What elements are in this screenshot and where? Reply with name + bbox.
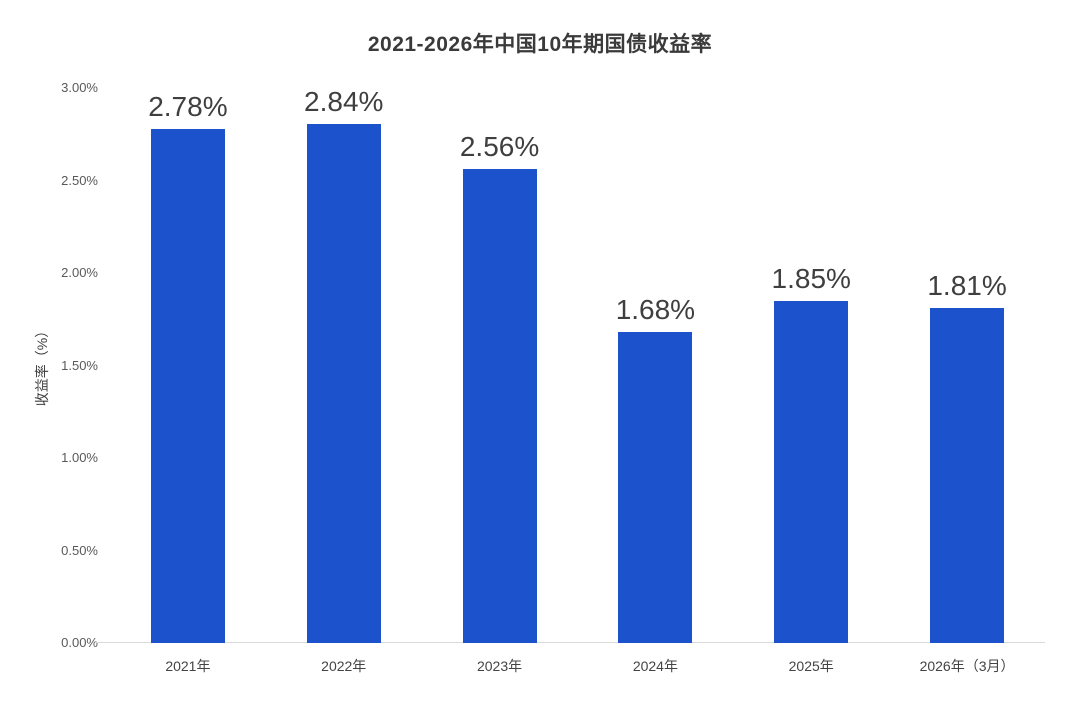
bar[interactable] (930, 308, 1005, 643)
y-tick-label: 0.00% (61, 635, 98, 650)
x-tick-label: 2026年（3月） (919, 658, 1015, 674)
bar[interactable] (306, 124, 381, 643)
bar[interactable] (462, 169, 537, 643)
chart-title: 2021-2026年中国10年期国债收益率 (367, 33, 713, 56)
bar[interactable] (618, 332, 693, 643)
y-tick-label: 0.50% (61, 542, 98, 558)
plot-area: 2.78% 2021年 2.84% 2022年 2.56% 2023年 1.68% 2024年… (96, 86, 1045, 675)
y-tick-label: 1.00% (61, 450, 98, 465)
y-tick-label: 3.00% (61, 80, 98, 95)
bar-column: 1.68% 2024年 (577, 88, 733, 674)
bar-value-label: 1.81% (927, 270, 1007, 302)
y-axis: 0.00% 0.50% 1.00% 1.50% 2.00% 2.50% 3.00% (0, 80, 98, 650)
bar-value-label: 2.78% (148, 90, 228, 122)
x-tick-label: 2025年 (788, 658, 834, 674)
bar-value-label: 2.56% (459, 131, 540, 163)
y-tick-label: 2.00% (61, 265, 98, 280)
bar-value-label: 1.68% (615, 294, 696, 326)
bar-value-label: 1.85% (771, 262, 851, 294)
x-axis-line (96, 642, 1045, 643)
x-tick-label: 2022年 (321, 658, 367, 674)
x-tick-label: 2023年 (476, 658, 523, 674)
bar-column: 1.85% 2025年 (733, 88, 889, 674)
bar-column: 2.78% 2021年 (110, 88, 266, 674)
y-tick-label: 1.50% (61, 357, 98, 373)
bar[interactable] (774, 300, 849, 643)
x-tick-label: 2024年 (632, 658, 678, 674)
bar-column: 1.81% 2026年（3月） (889, 88, 1045, 674)
y-tick-label: 2.50% (61, 172, 98, 188)
bar-column: 2.56% 2023年 (422, 88, 578, 674)
bar-columns: 2.78% 2021年 2.84% 2022年 2.56% 2023年 1.68% 2024年… (110, 86, 1045, 675)
x-tick-label: 2021年 (165, 658, 211, 674)
bar-value-label: 2.84% (304, 86, 384, 117)
bar-column: 2.84% 2022年 (266, 86, 422, 675)
bar[interactable] (150, 128, 225, 643)
